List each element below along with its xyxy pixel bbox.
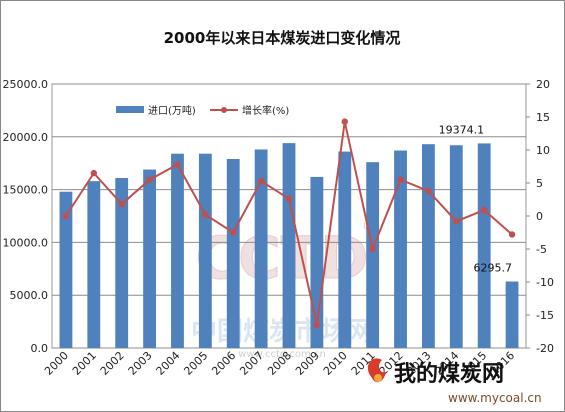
legend-line-marker bbox=[221, 107, 227, 113]
y-right-tick-label: -10 bbox=[536, 276, 554, 289]
line-point bbox=[118, 200, 125, 208]
bar bbox=[115, 177, 129, 348]
line-point bbox=[453, 218, 460, 225]
bar bbox=[226, 158, 240, 348]
y-left-tick-label: 25000.0 bbox=[3, 78, 49, 91]
y-left-tick-label: 15000.0 bbox=[3, 184, 49, 197]
line-point bbox=[230, 229, 237, 236]
line-point bbox=[313, 321, 321, 329]
watermark-line2: www.cctd.com.cn bbox=[238, 349, 326, 360]
line-point bbox=[202, 211, 209, 218]
line-point bbox=[257, 177, 265, 185]
line-point bbox=[508, 231, 516, 238]
line-point bbox=[285, 195, 293, 203]
bar bbox=[198, 153, 212, 348]
y-right-tick-label: 20 bbox=[536, 78, 550, 91]
bar bbox=[254, 149, 268, 348]
bar bbox=[505, 281, 519, 348]
line-point bbox=[62, 212, 70, 220]
bar bbox=[282, 143, 296, 348]
y-left-tick-label: 5000.0 bbox=[10, 289, 49, 302]
bar bbox=[87, 181, 101, 348]
bar bbox=[394, 150, 407, 348]
line-point bbox=[146, 176, 153, 183]
corner-logo-url: www.mycoal.cn bbox=[448, 391, 542, 405]
line-point bbox=[369, 245, 376, 253]
line-point bbox=[341, 118, 348, 125]
y-left-tick-label: 20000.0 bbox=[3, 131, 49, 144]
legend-bar-swatch bbox=[116, 106, 144, 113]
bar bbox=[171, 153, 184, 348]
line-series bbox=[62, 118, 516, 329]
line-point bbox=[480, 206, 488, 214]
y-right-tick-label: -5 bbox=[536, 243, 547, 256]
y-right-tick-label: 0 bbox=[536, 210, 543, 223]
corner-logo-name: 我的煤炭网 bbox=[394, 361, 504, 387]
bar-data-label: 6295.7 bbox=[474, 262, 513, 275]
line-point bbox=[90, 169, 98, 177]
line-point bbox=[397, 176, 404, 183]
bar bbox=[59, 191, 73, 348]
line-point bbox=[174, 161, 181, 168]
bar bbox=[477, 143, 491, 348]
y-right-tick-label: 5 bbox=[536, 177, 543, 190]
y-right-tick-label: -20 bbox=[536, 342, 554, 355]
bar bbox=[338, 151, 352, 348]
legend-bar-label: 进口(万吨) bbox=[148, 104, 196, 117]
line-point bbox=[425, 187, 432, 195]
corner-logo: 我的煤炭网 www.mycoal.cn bbox=[367, 358, 542, 405]
y-right-tick-label: 10 bbox=[536, 144, 550, 157]
legend-line-label: 增长率(%) bbox=[242, 104, 289, 117]
data-labels: 19374.1 6295.7 bbox=[439, 123, 512, 274]
chart-title: 2000年以来日本煤炭进口变化情况 bbox=[164, 29, 401, 47]
bar bbox=[449, 145, 463, 348]
bar bbox=[366, 162, 380, 348]
bar bbox=[421, 144, 435, 348]
y-left-tick-label: 0.0 bbox=[31, 342, 49, 355]
y-right-tick-label: -15 bbox=[536, 309, 554, 322]
legend: 进口(万吨) 增长率(%) bbox=[116, 104, 289, 117]
bar-data-label: 19374.1 bbox=[439, 123, 485, 136]
y-right-tick-label: 15 bbox=[536, 111, 550, 124]
bar-series bbox=[59, 143, 519, 348]
y-left-tick-label: 10000.0 bbox=[3, 236, 49, 249]
bar bbox=[143, 169, 157, 348]
flame-core-icon bbox=[374, 374, 382, 382]
